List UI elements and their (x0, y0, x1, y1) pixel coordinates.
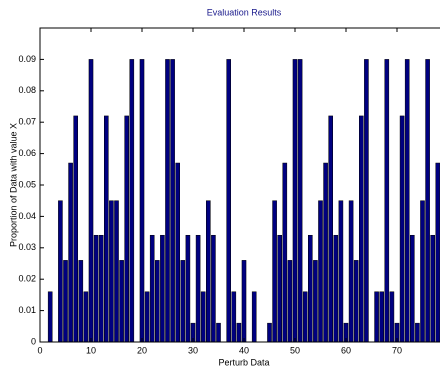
bar (104, 115, 109, 343)
bar (374, 291, 379, 343)
y-tick-label: 0.05 (18, 179, 36, 189)
y-tick-label: 0 (31, 336, 36, 346)
bar (399, 115, 405, 343)
y-tick-label: 0.03 (18, 242, 36, 252)
bar (236, 322, 242, 343)
bar (292, 59, 298, 343)
y-tick-label: 0.02 (18, 274, 36, 284)
bar (216, 322, 221, 343)
bar (119, 260, 124, 343)
chart-title: Evaluation Results (207, 7, 282, 17)
bar (333, 234, 339, 343)
bar (379, 291, 384, 343)
bar (430, 234, 435, 343)
bar (415, 322, 420, 343)
y-tick-label: 0.01 (18, 305, 36, 315)
bar (195, 234, 201, 343)
bar (63, 260, 68, 343)
bar (348, 200, 354, 343)
bar (404, 59, 410, 343)
bar (251, 291, 257, 343)
bar (359, 115, 364, 343)
bar (277, 234, 282, 343)
y-tick-label: 0.08 (18, 85, 36, 95)
x-tick-label: 70 (392, 345, 402, 355)
bar (88, 59, 94, 343)
bar (149, 234, 155, 343)
bar (155, 260, 160, 343)
bar (185, 234, 191, 343)
y-tick-label: 0.06 (18, 148, 36, 158)
y-axis-label: Proportion of Data with value X (8, 123, 18, 247)
bar (170, 59, 175, 343)
bar (302, 291, 308, 343)
bar (313, 260, 318, 343)
bar (338, 200, 344, 343)
x-tick-label: 30 (188, 345, 198, 355)
bar (226, 59, 231, 343)
bar (241, 260, 247, 343)
bar (231, 291, 237, 343)
y-tick-label: 0.04 (18, 211, 36, 221)
y-tick-label: 0.07 (18, 117, 36, 127)
bar (124, 115, 129, 343)
x-tick-label: 40 (239, 345, 249, 355)
bar (206, 200, 211, 343)
bar (272, 200, 277, 343)
bar (435, 162, 440, 343)
bar (58, 200, 63, 343)
bar (297, 59, 303, 343)
bar (364, 59, 369, 343)
x-tick-label: 20 (137, 345, 147, 355)
bar (114, 200, 119, 343)
bar (175, 162, 180, 343)
bar (389, 291, 395, 343)
bar (47, 291, 53, 343)
bar (109, 200, 114, 343)
x-tick-label: 0 (37, 345, 42, 355)
bar (144, 291, 150, 343)
bar (323, 162, 328, 343)
x-tick-label: 50 (290, 345, 300, 355)
bar (200, 291, 206, 343)
bar (68, 162, 73, 343)
bar (287, 260, 293, 343)
bar (165, 59, 170, 343)
bar (139, 59, 145, 343)
bar (180, 260, 186, 343)
bar (98, 234, 104, 343)
bar (384, 59, 390, 343)
y-tick-label: 0.09 (18, 54, 36, 64)
bar (93, 234, 99, 343)
bar (353, 260, 359, 343)
bar (211, 234, 216, 343)
bar (267, 322, 272, 343)
bar (308, 234, 313, 343)
bar (425, 59, 430, 343)
bar (420, 200, 425, 343)
bar (282, 162, 288, 343)
bar (83, 291, 89, 343)
bar (129, 59, 135, 343)
bar (160, 234, 165, 343)
x-axis-label: Perturb Data (218, 357, 269, 367)
bar (328, 115, 333, 343)
x-tick-label: 60 (341, 345, 351, 355)
bar (78, 260, 84, 343)
x-tick-label: 10 (86, 345, 96, 355)
bar (410, 234, 415, 343)
bar (73, 115, 78, 343)
bar (318, 200, 323, 343)
